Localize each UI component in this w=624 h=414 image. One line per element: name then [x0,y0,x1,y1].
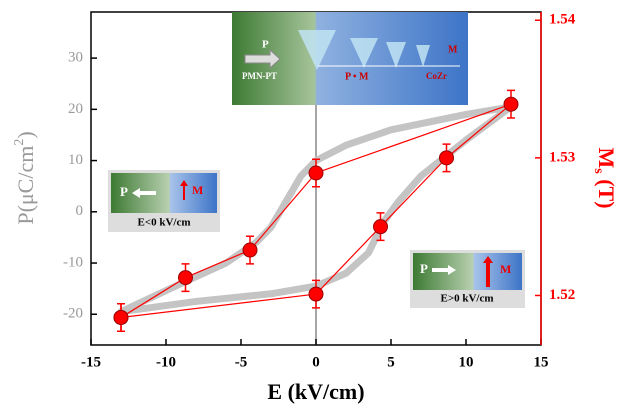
y-axis-label: P(μC/cm2) [12,131,38,224]
inset-text: E<0 kV/cm [137,217,190,229]
chart: E (kV/cm) P(μC/cm2) Ms (T) -15 -10 -5 0 5 10 1… [0,0,624,409]
x-tick-label: 0 [312,354,320,370]
inset-text: CoZr [426,71,447,81]
y-tick-label: 30 [68,50,83,66]
inset-text: P [420,261,428,276]
y-tick-label: 10 [68,152,83,168]
ms-point [504,97,518,111]
y-tick-label: 20 [68,101,83,117]
x-tick-label: 5 [387,354,395,370]
right-inset: P M E>0 kV/cm [410,250,525,308]
left-inset: P M E<0 kV/cm [108,170,220,232]
ms-point [114,310,128,324]
ms-point [309,166,323,180]
inset-text: PMN-PT [242,71,277,81]
x-tick-label: 15 [534,354,549,370]
y2-tick-label: 1.54 [549,12,576,28]
inset-text: E>0 kV/cm [440,293,493,305]
ms-point [440,151,454,165]
inset-text: M [448,44,458,55]
y-tick-label: -10 [63,254,83,270]
y2-tick-label: 1.52 [549,287,575,303]
ms-point [243,243,257,257]
ms-point [309,287,323,301]
x-tick-label: -15 [81,354,101,370]
x-tick-label: 10 [459,354,474,370]
y2-label-main: M [594,147,619,168]
y-label-sup: 2 [12,139,27,146]
inset-text: P [120,184,128,199]
inset-text: P [262,39,269,51]
ms-point [374,220,388,234]
y2-tick-label: 1.53 [549,149,575,165]
y-label-main: P(μC/cm [13,146,38,225]
inset-text: M [500,262,511,276]
y-tick-label: -20 [63,306,83,322]
inset-text: M [192,183,203,197]
ms-point [179,271,193,285]
x-axis-label: E (kV/cm) [267,379,364,404]
y2-axis-label: Ms (T) [591,147,619,208]
x-tick-label: -5 [235,354,248,370]
y-label-end: ) [13,131,38,138]
y2-label-end: (T) [594,174,619,209]
x-tick-label: -10 [156,354,176,370]
top-inset: P PMN-PT P • M CoZr M [232,12,468,105]
inset-text: P • M [345,71,369,82]
y-tick-label: 0 [76,203,84,219]
